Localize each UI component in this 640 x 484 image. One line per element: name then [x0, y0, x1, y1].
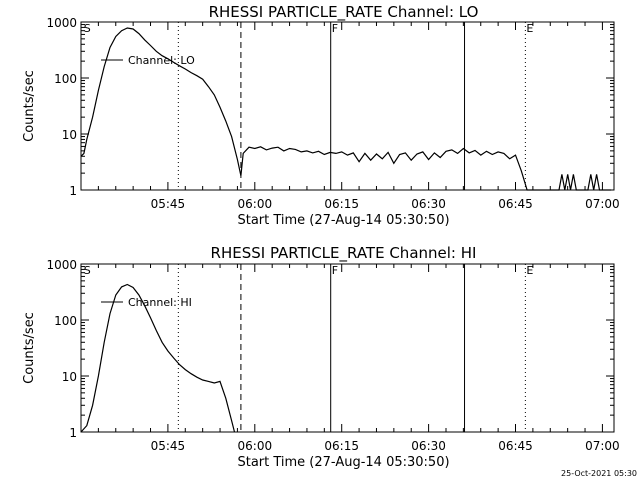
panel-1-series-line-1 [80, 27, 612, 191]
panel-1-y-tick-label: 10 [62, 128, 77, 142]
panel-1-title: RHESSI PARTICLE_RATE Channel: LO [209, 3, 479, 22]
panel-1-y-tick-label: 1000 [46, 16, 77, 30]
panel-2-x-tick-label: 06:00 [238, 439, 273, 453]
panel-2-event-marker-F: F [332, 264, 338, 277]
panel-2-legend-label: Channel: HI [128, 296, 192, 309]
panel-1-x-tick-label: 06:15 [324, 197, 359, 211]
panel-1-x-tick-label: 05:45 [151, 197, 186, 211]
panel-2-x-tick-label: 06:15 [324, 439, 359, 453]
footer-timestamp: 25-Oct-2021 05:30 [561, 469, 637, 478]
panel-2-frame [80, 263, 615, 433]
panel-1-y-axis-title: Counts/sec [22, 70, 37, 142]
panel-2-y-tick-label: 10 [62, 370, 77, 384]
panel-2-x-tick-label: 05:45 [151, 439, 186, 453]
panel-1-x-tick-label: 06:30 [411, 197, 446, 211]
panel-1-y-tick-label: 1 [69, 184, 77, 198]
panel-2-y-tick-label: 1000 [46, 258, 77, 272]
panel-2-y-tick-label: 100 [54, 314, 77, 328]
panel-1-x-tick-label: 07:00 [585, 197, 620, 211]
panel-2-event-marker-S: S [84, 264, 91, 277]
panel-2-event-marker-E: E [526, 264, 533, 277]
panel-2-x-axis-title: Start Time (27-Aug-14 05:30:50) [237, 455, 449, 470]
panel-1-x-axis-title: Start Time (27-Aug-14 05:30:50) [237, 213, 449, 228]
panel-2-y-tick-label: 1 [69, 426, 77, 440]
panel-2-x-tick-label: 06:30 [411, 439, 446, 453]
panel-2-series-line-1 [80, 283, 236, 433]
panel-2-title: RHESSI PARTICLE_RATE Channel: HI [211, 244, 477, 263]
panel-1-event-marker-F: F [332, 22, 338, 35]
panel-2-y-axis-title: Counts/sec [22, 312, 37, 384]
panel-2-x-tick-label: 06:45 [498, 439, 533, 453]
panel-2-x-tick-label: 07:00 [585, 439, 620, 453]
panel-1-frame [80, 21, 615, 191]
panel-1-legend-label: Channel: LO [128, 54, 195, 67]
panel-1-y-tick-label: 100 [54, 72, 77, 86]
panel-1-x-tick-label: 06:00 [238, 197, 273, 211]
panel-1-event-marker-E: E [526, 22, 533, 35]
panel-1-event-marker-S: S [84, 22, 91, 35]
panel-1-x-tick-label: 06:45 [498, 197, 533, 211]
